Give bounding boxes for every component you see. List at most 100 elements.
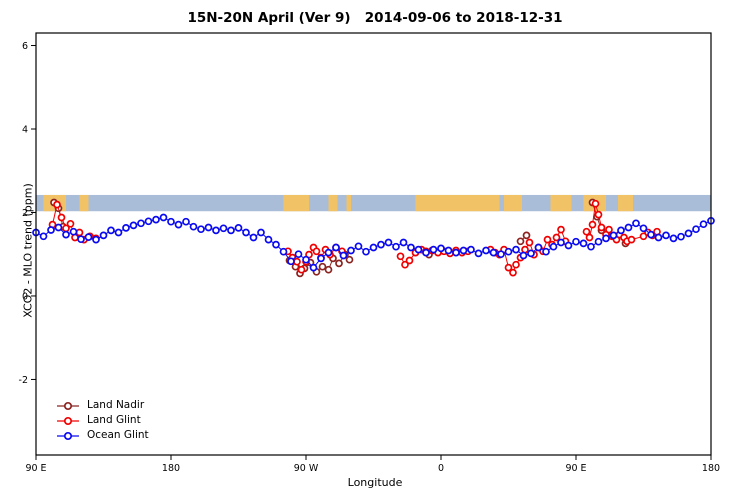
data-point (534, 243, 543, 252)
map-strip-land (79, 194, 89, 212)
data-point (597, 223, 606, 232)
data-point (369, 243, 378, 252)
x-tick-label: 180 (162, 463, 180, 474)
data-point (422, 248, 430, 257)
data-point (152, 215, 160, 224)
data-point (444, 246, 453, 255)
data-point (318, 262, 327, 271)
data-point (552, 233, 561, 242)
series-ocean-glint (32, 213, 715, 272)
data-point (627, 235, 636, 244)
data-point (647, 230, 655, 239)
chart-title: 15N-20N April (Ver 9) 2014-09-06 to 2018… (187, 10, 563, 26)
land-glint-key-icon (57, 416, 79, 425)
legend: Land Nadir Land Glint Ocean Glint (56, 398, 149, 443)
data-point (189, 222, 198, 231)
data-point (437, 244, 445, 253)
map-strip-land (415, 194, 500, 212)
data-point (122, 224, 130, 232)
data-point (519, 251, 528, 260)
data-point (302, 255, 310, 264)
series-land-glint (48, 199, 661, 277)
data-point (591, 199, 600, 208)
data-point (159, 213, 168, 222)
data-point (47, 226, 55, 234)
map-strip-land (283, 194, 309, 212)
y-tick-label: -2 (19, 375, 28, 386)
data-point (39, 232, 48, 241)
data-point (509, 268, 517, 277)
map-strip-land (328, 194, 338, 212)
data-point (587, 242, 595, 251)
y-tick-label: 0 (22, 291, 28, 302)
data-point (699, 220, 708, 229)
data-point (77, 235, 85, 244)
data-point (257, 228, 265, 237)
data-point (459, 246, 468, 255)
data-point (392, 242, 400, 251)
x-tick-label: 90 E (25, 463, 46, 474)
data-point (564, 241, 573, 250)
data-point (332, 243, 340, 252)
data-point (407, 243, 415, 252)
data-point (137, 219, 145, 228)
data-point (522, 231, 531, 240)
data-point (204, 223, 213, 232)
data-point (467, 245, 475, 254)
data-point (324, 248, 333, 257)
plot-border (35, 32, 712, 456)
x-tick-label: 180 (702, 463, 720, 474)
data-point (582, 227, 591, 236)
data-point (69, 227, 78, 236)
data-point (414, 245, 423, 254)
data-point (114, 228, 123, 237)
legend-item-land-nadir: Land Nadir (56, 398, 149, 413)
data-point (249, 233, 258, 242)
data-point (542, 247, 550, 256)
data-point (309, 263, 318, 272)
data-point (377, 240, 385, 249)
data-point (588, 220, 597, 229)
data-point (549, 242, 558, 251)
data-point (474, 249, 483, 258)
data-point (585, 233, 594, 242)
map-strip-land (618, 194, 633, 212)
data-point (624, 223, 633, 232)
data-point (396, 252, 405, 261)
data-point (335, 259, 343, 268)
land-nadir-key-icon (57, 401, 79, 410)
legend-label-land-nadir: Land Nadir (87, 399, 145, 411)
data-point (167, 217, 175, 226)
data-point (527, 249, 535, 258)
data-point (617, 226, 625, 235)
data-point (684, 229, 693, 238)
ocean-glint-key-icon (57, 431, 79, 440)
data-point (516, 237, 525, 246)
x-axis-label: Longitude (347, 476, 403, 489)
data-point (605, 225, 613, 234)
data-point (144, 217, 153, 226)
data-point (294, 250, 303, 259)
data-point (197, 225, 205, 234)
data-point (557, 225, 565, 234)
data-point (543, 235, 552, 244)
map-strip-land (504, 194, 522, 212)
data-point (264, 235, 273, 244)
data-point (297, 265, 306, 274)
legend-item-ocean-glint: Ocean Glint (56, 428, 149, 443)
map-strip-ocean (36, 194, 711, 212)
data-point (57, 213, 66, 222)
data-point (317, 254, 325, 263)
data-point (324, 265, 333, 274)
data-point (234, 224, 243, 232)
x-tick-label: 0 (438, 463, 444, 474)
data-point (345, 255, 354, 264)
data-point (174, 220, 183, 229)
data-point (339, 251, 348, 260)
data-point (504, 263, 513, 272)
data-point (677, 232, 685, 241)
data-point (354, 242, 363, 251)
data-point (242, 228, 250, 237)
